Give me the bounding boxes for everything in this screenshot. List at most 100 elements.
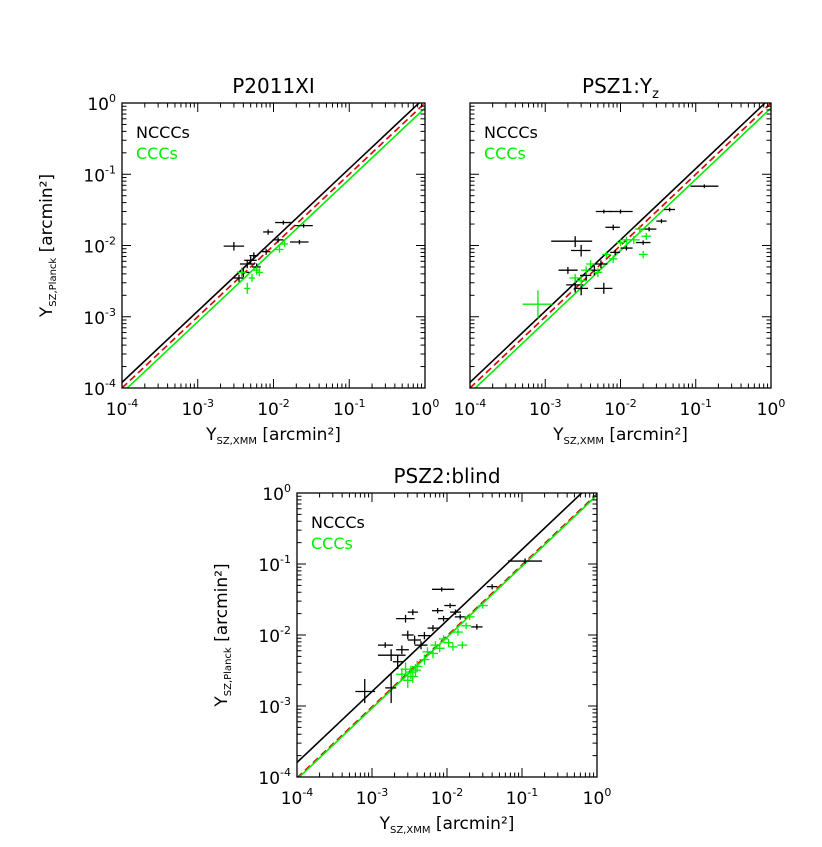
data-point — [594, 282, 613, 294]
legend-entry: NCCCs — [136, 123, 190, 142]
data-point — [486, 584, 498, 590]
panel-p2011xi: 10-4 10-3 10-2 10-1 100 10-4 10-3 10-2 10-1 100 P2… — [37, 74, 439, 447]
data-point — [263, 229, 274, 235]
data-point — [595, 209, 612, 214]
relation-line-1 — [470, 103, 771, 388]
data-point — [289, 239, 309, 245]
data-point — [255, 268, 264, 277]
chart-title: P2011XI — [232, 74, 315, 98]
data-point — [471, 624, 483, 630]
y-tick-label: 10-4 — [83, 377, 116, 400]
data-point — [431, 608, 444, 614]
relation-lines — [297, 493, 597, 777]
axis-ticks — [121, 102, 426, 389]
data-point — [396, 614, 415, 623]
data-point — [438, 615, 450, 622]
data-point — [407, 609, 418, 616]
data-point — [602, 251, 611, 258]
axis-ticks — [296, 492, 598, 778]
data-point — [438, 635, 449, 643]
data-point — [239, 260, 255, 269]
data-point — [464, 613, 475, 621]
data-point — [249, 252, 259, 259]
data-point — [576, 276, 587, 287]
data-point — [385, 674, 397, 704]
data-point — [434, 644, 445, 653]
data-point — [448, 643, 458, 651]
data-point — [605, 224, 620, 231]
x-tick-label: 10-1 — [333, 397, 366, 420]
data-point — [294, 223, 313, 228]
y-tick-label: 100 — [87, 92, 116, 115]
data-point — [656, 219, 667, 224]
y-axis-label: YSZ,Planck [arcmin²] — [212, 563, 234, 707]
data-point — [396, 645, 409, 655]
data-point — [248, 273, 256, 282]
x-axis-label: YSZ,XMM [arcmin²] — [205, 425, 341, 447]
data-point — [581, 266, 592, 275]
data-points — [223, 220, 313, 294]
relation-line-0 — [297, 493, 583, 764]
x-tick-label: 10-2 — [604, 397, 637, 420]
x-tick-label: 100 — [411, 397, 440, 420]
data-point — [400, 662, 411, 676]
data-point — [417, 632, 431, 640]
data-point — [608, 209, 633, 214]
legend-entry: NCCCs — [484, 123, 538, 142]
data-point — [428, 648, 439, 659]
x-tick-label: 10-1 — [506, 786, 539, 809]
data-point — [634, 225, 645, 233]
data-point — [403, 673, 413, 688]
data-point — [401, 630, 414, 640]
data-point — [522, 290, 553, 319]
data-point — [407, 670, 418, 684]
data-point — [551, 236, 593, 248]
data-point — [571, 244, 591, 257]
x-tick-label: 10-3 — [529, 397, 562, 420]
y-tick-label: 10-1 — [258, 553, 291, 576]
data-point — [635, 240, 651, 245]
x-tick-label: 10-1 — [679, 397, 712, 420]
data-point — [569, 273, 582, 283]
data-point — [411, 661, 423, 673]
data-point — [454, 614, 466, 620]
x-axis-label: YSZ,XMM [arcmin²] — [379, 814, 515, 836]
y-axis-label: YSZ,Planck [arcmin²] — [37, 174, 59, 318]
data-point — [452, 628, 463, 636]
data-point — [608, 255, 618, 263]
data-point — [237, 267, 247, 278]
data-point — [457, 641, 468, 649]
x-tick-label: 10-4 — [106, 397, 139, 420]
data-point — [355, 679, 376, 704]
x-tick-label: 100 — [757, 397, 786, 420]
data-point — [478, 602, 488, 609]
data-point — [610, 249, 621, 256]
data-point — [427, 625, 439, 632]
data-point — [450, 609, 462, 615]
data-point — [641, 232, 652, 240]
legend-entry: NCCCs — [311, 513, 365, 532]
data-points — [355, 558, 543, 704]
data-point — [586, 260, 596, 269]
relation-line-2 — [474, 107, 771, 388]
data-point — [419, 654, 430, 665]
chart-title: PSZ2:blind — [393, 464, 500, 488]
x-tick-label: 10-4 — [454, 397, 487, 420]
legend-entry: CCCs — [484, 144, 526, 163]
y-tick-label: 100 — [262, 482, 291, 505]
relation-line-2 — [298, 494, 597, 777]
data-point — [638, 250, 648, 259]
data-point — [558, 266, 578, 274]
chart-title: PSZ1:Yz — [582, 74, 659, 102]
x-axis-label: YSZ,XMM [arcmin²] — [552, 425, 688, 447]
data-point — [244, 256, 257, 264]
relation-line-2 — [126, 107, 425, 388]
x-tick-label: 10-3 — [356, 786, 389, 809]
data-point — [620, 245, 633, 251]
x-tick-label: 10-3 — [181, 397, 214, 420]
y-tick-label: 10-2 — [83, 235, 116, 258]
data-point — [594, 260, 608, 269]
data-point — [690, 184, 719, 189]
data-point — [627, 236, 640, 244]
